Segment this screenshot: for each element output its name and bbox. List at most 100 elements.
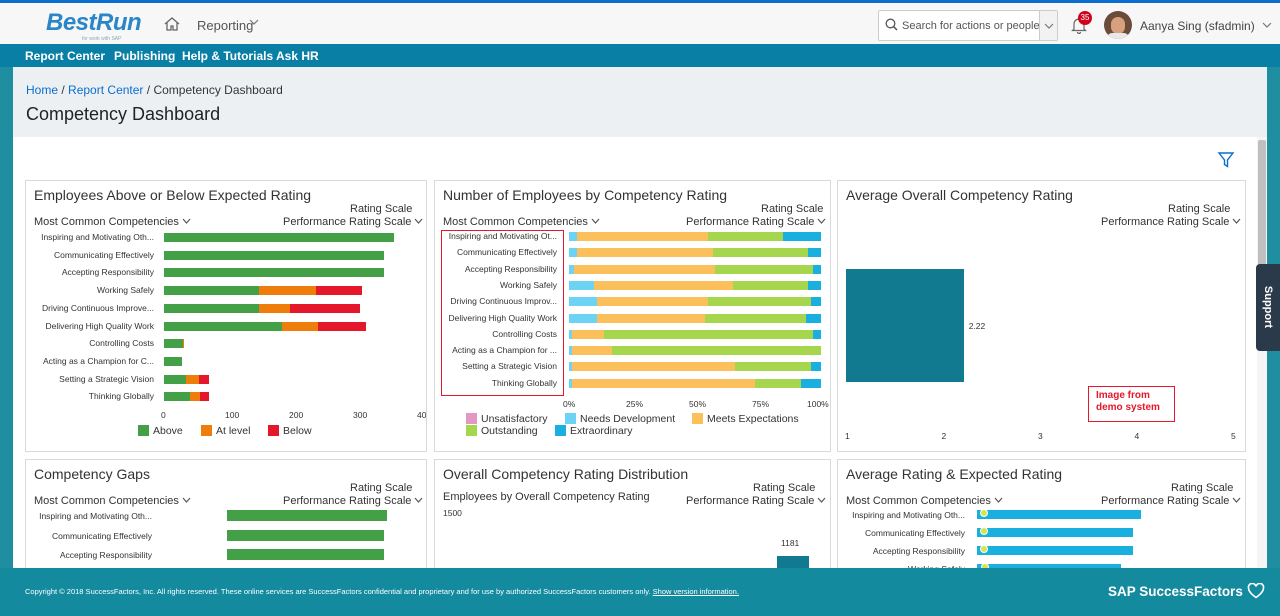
user-menu[interactable]: Aanya Sing (sfadmin) bbox=[1140, 19, 1272, 33]
expected-marker[interactable] bbox=[980, 527, 988, 535]
bestrun-logo[interactable]: BestRun for work with SAP bbox=[46, 9, 142, 42]
bar-segment[interactable] bbox=[576, 248, 713, 258]
legend-item-outstanding[interactable]: Outstanding bbox=[466, 425, 538, 437]
bar-segment[interactable] bbox=[569, 297, 597, 307]
bar-segment[interactable] bbox=[200, 392, 210, 402]
expected-marker[interactable] bbox=[980, 545, 988, 553]
bar-segment[interactable] bbox=[569, 362, 572, 372]
breadcrumb-home[interactable]: Home bbox=[26, 83, 59, 97]
bar-segment[interactable] bbox=[569, 248, 577, 258]
search-input[interactable]: Search for actions or people bbox=[902, 20, 1040, 32]
legend-item-meets-expectations[interactable]: Meets Expectations bbox=[692, 413, 799, 425]
bar-segment[interactable] bbox=[576, 232, 708, 241]
expected-marker[interactable] bbox=[980, 563, 989, 568]
bar-segment[interactable] bbox=[164, 356, 182, 366]
bar[interactable] bbox=[977, 564, 1121, 568]
bar-segment[interactable] bbox=[810, 297, 821, 307]
bar-segment[interactable] bbox=[182, 339, 184, 349]
bar-segment[interactable] bbox=[571, 378, 756, 388]
legend-item-extraordinary[interactable]: Extraordinary bbox=[555, 425, 632, 437]
bar-segment[interactable] bbox=[569, 378, 572, 388]
bar-segment[interactable] bbox=[164, 339, 183, 349]
bar[interactable] bbox=[227, 510, 387, 521]
rating-scale-dropdown[interactable]: Performance Rating Scale bbox=[1101, 495, 1241, 507]
bar-segment[interactable] bbox=[316, 286, 362, 296]
bar-segment[interactable] bbox=[164, 250, 384, 260]
expected-marker[interactable] bbox=[980, 509, 989, 517]
legend-item-below[interactable]: Below bbox=[268, 425, 312, 437]
bar[interactable] bbox=[227, 529, 384, 541]
legend-item-needs-development[interactable]: Needs Development bbox=[565, 413, 675, 425]
legend-item-unsatisfactory[interactable]: Unsatisfactory bbox=[466, 413, 548, 425]
bar-segment[interactable] bbox=[813, 329, 821, 339]
bar-segment[interactable] bbox=[715, 264, 814, 274]
bar-segment[interactable] bbox=[164, 286, 260, 296]
bar-segment[interactable] bbox=[808, 248, 821, 258]
bar-segment[interactable] bbox=[813, 264, 821, 274]
bar-segment[interactable] bbox=[611, 346, 821, 356]
bar-segment[interactable] bbox=[258, 303, 291, 313]
nav-ask-hr[interactable]: Ask HR bbox=[276, 49, 319, 63]
bar-segment[interactable] bbox=[189, 392, 201, 402]
competencies-dropdown[interactable]: Most Common Competencies bbox=[443, 216, 600, 228]
bar[interactable] bbox=[227, 549, 384, 560]
nav-report-center[interactable]: Report Center bbox=[25, 49, 106, 63]
competencies-dropdown[interactable]: Most Common Competencies bbox=[846, 495, 1003, 507]
version-info-link[interactable]: Show version information. bbox=[652, 587, 739, 596]
rating-scale-dropdown[interactable]: Performance Rating Scale bbox=[283, 216, 423, 228]
bar-segment[interactable] bbox=[164, 374, 186, 384]
bar[interactable] bbox=[977, 546, 1133, 555]
bar-segment[interactable] bbox=[571, 329, 605, 339]
bar-segment[interactable] bbox=[164, 321, 282, 331]
bar-segment[interactable] bbox=[185, 374, 199, 384]
home-icon[interactable] bbox=[163, 15, 181, 33]
bar-segment[interactable] bbox=[569, 264, 575, 274]
bar-segment[interactable] bbox=[783, 232, 821, 241]
bar-segment[interactable] bbox=[800, 378, 821, 388]
bar-segment[interactable] bbox=[596, 313, 706, 323]
bar[interactable] bbox=[977, 510, 1141, 519]
nav-publishing[interactable]: Publishing bbox=[114, 49, 176, 63]
legend-item-above[interactable]: Above bbox=[138, 425, 183, 437]
filter-icon[interactable] bbox=[1217, 151, 1235, 169]
bar-segment[interactable] bbox=[571, 346, 612, 356]
nav-help-tutorials[interactable]: Help & Tutorials bbox=[182, 49, 274, 63]
bar-segment[interactable] bbox=[569, 232, 577, 241]
bar-segment[interactable] bbox=[810, 362, 821, 372]
reporting-menu[interactable]: Reporting bbox=[197, 18, 259, 33]
bar-segment[interactable] bbox=[707, 232, 784, 241]
bar-segment[interactable] bbox=[571, 362, 736, 372]
bar-segment[interactable] bbox=[732, 280, 809, 290]
bar-segment[interactable] bbox=[805, 313, 821, 323]
bar-segment[interactable] bbox=[569, 346, 572, 356]
bar-segment[interactable] bbox=[569, 280, 595, 290]
bar[interactable] bbox=[977, 528, 1133, 537]
rating-scale-dropdown[interactable]: Performance Rating Scale bbox=[1101, 216, 1241, 228]
support-tab[interactable]: Support bbox=[1256, 264, 1280, 351]
rating-scale-dropdown[interactable]: Performance Rating Scale bbox=[283, 495, 423, 507]
bar-segment[interactable] bbox=[198, 374, 210, 384]
search-scope-dropdown[interactable] bbox=[1039, 11, 1057, 40]
bar-segment[interactable] bbox=[604, 329, 814, 339]
rating-scale-dropdown[interactable]: Performance Rating Scale bbox=[686, 495, 826, 507]
bar-segment[interactable] bbox=[281, 321, 319, 331]
scrollbar[interactable] bbox=[1257, 137, 1267, 568]
bar-segment[interactable] bbox=[569, 329, 572, 339]
bar-segment[interactable] bbox=[705, 313, 806, 323]
bar-segment[interactable] bbox=[707, 297, 811, 307]
competencies-dropdown[interactable]: Most Common Competencies bbox=[34, 495, 191, 507]
scrollbar-thumb[interactable] bbox=[1258, 140, 1266, 270]
average-rating-bar[interactable] bbox=[846, 269, 964, 382]
bar-segment[interactable] bbox=[594, 280, 733, 290]
bar-segment[interactable] bbox=[164, 233, 395, 242]
bar-segment[interactable] bbox=[755, 378, 801, 388]
bar-segment[interactable] bbox=[164, 268, 384, 278]
bar-segment[interactable] bbox=[259, 286, 317, 296]
bar-segment[interactable] bbox=[164, 392, 190, 402]
bar-segment[interactable] bbox=[808, 280, 821, 290]
search-box[interactable]: Search for actions or people bbox=[878, 10, 1058, 41]
bar-segment[interactable] bbox=[596, 297, 708, 307]
bar-segment[interactable] bbox=[290, 303, 361, 313]
bar-segment[interactable] bbox=[318, 321, 367, 331]
bar[interactable] bbox=[777, 556, 809, 568]
